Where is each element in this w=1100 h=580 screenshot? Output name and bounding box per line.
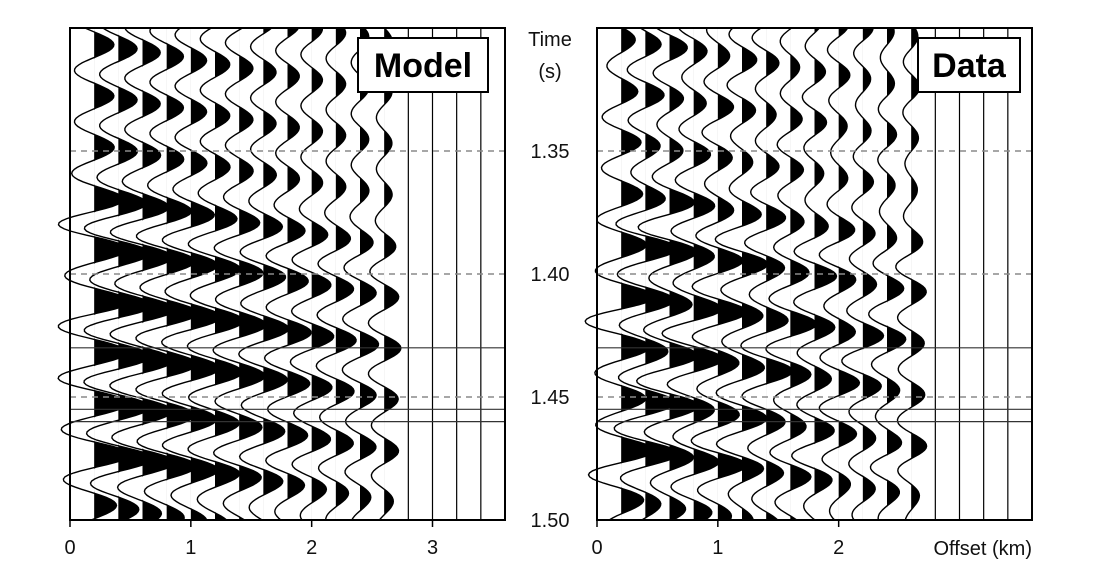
model-x-tick-label: 2 xyxy=(306,537,317,559)
model-trace xyxy=(315,27,357,521)
data-trace xyxy=(841,27,885,521)
data-trace xyxy=(635,27,700,521)
data-trace xyxy=(690,27,748,521)
time-axis-unit: (s) xyxy=(538,61,561,83)
model-trace-fill xyxy=(360,28,379,520)
model-time-lines xyxy=(70,150,505,423)
model-x-tick-label: 3 xyxy=(427,537,438,559)
data-trace xyxy=(661,27,724,521)
model-x-ticks: 0 1 2 3 xyxy=(64,520,438,559)
data-trace-fill xyxy=(911,28,927,520)
data-x-tick-label: 2 xyxy=(833,537,844,559)
data-trace-fill xyxy=(814,28,837,520)
data-trace-fill xyxy=(790,28,817,520)
data-x-ticks: 0 1 2 xyxy=(591,520,844,559)
time-tick-label: 1.35 xyxy=(531,141,570,163)
x-axis-label: Offset (km) xyxy=(933,538,1032,560)
data-label: Data xyxy=(932,47,1007,85)
model-frame xyxy=(69,27,506,521)
time-axis-ticks: 1.35 1.40 1.45 1.50 xyxy=(531,141,570,532)
data-trace-fill xyxy=(838,28,860,520)
data-trace-fill xyxy=(717,28,747,520)
model-label-box: Model xyxy=(357,37,489,93)
model-trace-fill xyxy=(335,28,357,520)
time-axis: Time (s) 1.35 1.40 1.45 1.50 xyxy=(528,29,572,532)
time-tick-label: 1.45 xyxy=(531,387,570,409)
data-x-tick-label: 1 xyxy=(712,537,723,559)
model-trace-fill xyxy=(263,28,289,520)
data-time-lines xyxy=(597,150,1032,423)
time-tick-label: 1.50 xyxy=(531,510,570,532)
data-trace xyxy=(740,27,794,521)
model-label: Model xyxy=(374,47,472,85)
data-frame xyxy=(596,27,1033,521)
model-x-tick-label: 0 xyxy=(64,537,75,559)
model-trace xyxy=(135,27,199,521)
data-panel: 0 1 2 Data Offset (km) xyxy=(584,27,1033,560)
data-trace xyxy=(613,27,680,521)
data-trace xyxy=(895,27,928,521)
model-trace xyxy=(57,27,132,521)
time-axis-title: Time xyxy=(528,29,572,51)
model-trace-fill xyxy=(239,28,267,520)
model-panel: 0 1 2 3 Model xyxy=(57,27,506,559)
data-trace xyxy=(791,27,838,521)
model-trace xyxy=(263,27,312,521)
time-tick-label: 1.40 xyxy=(531,264,570,286)
data-label-box: Data xyxy=(917,37,1021,93)
data-x-tick-label: 0 xyxy=(591,537,602,559)
data-trace-fill xyxy=(887,28,906,520)
model-x-tick-label: 1 xyxy=(185,537,196,559)
